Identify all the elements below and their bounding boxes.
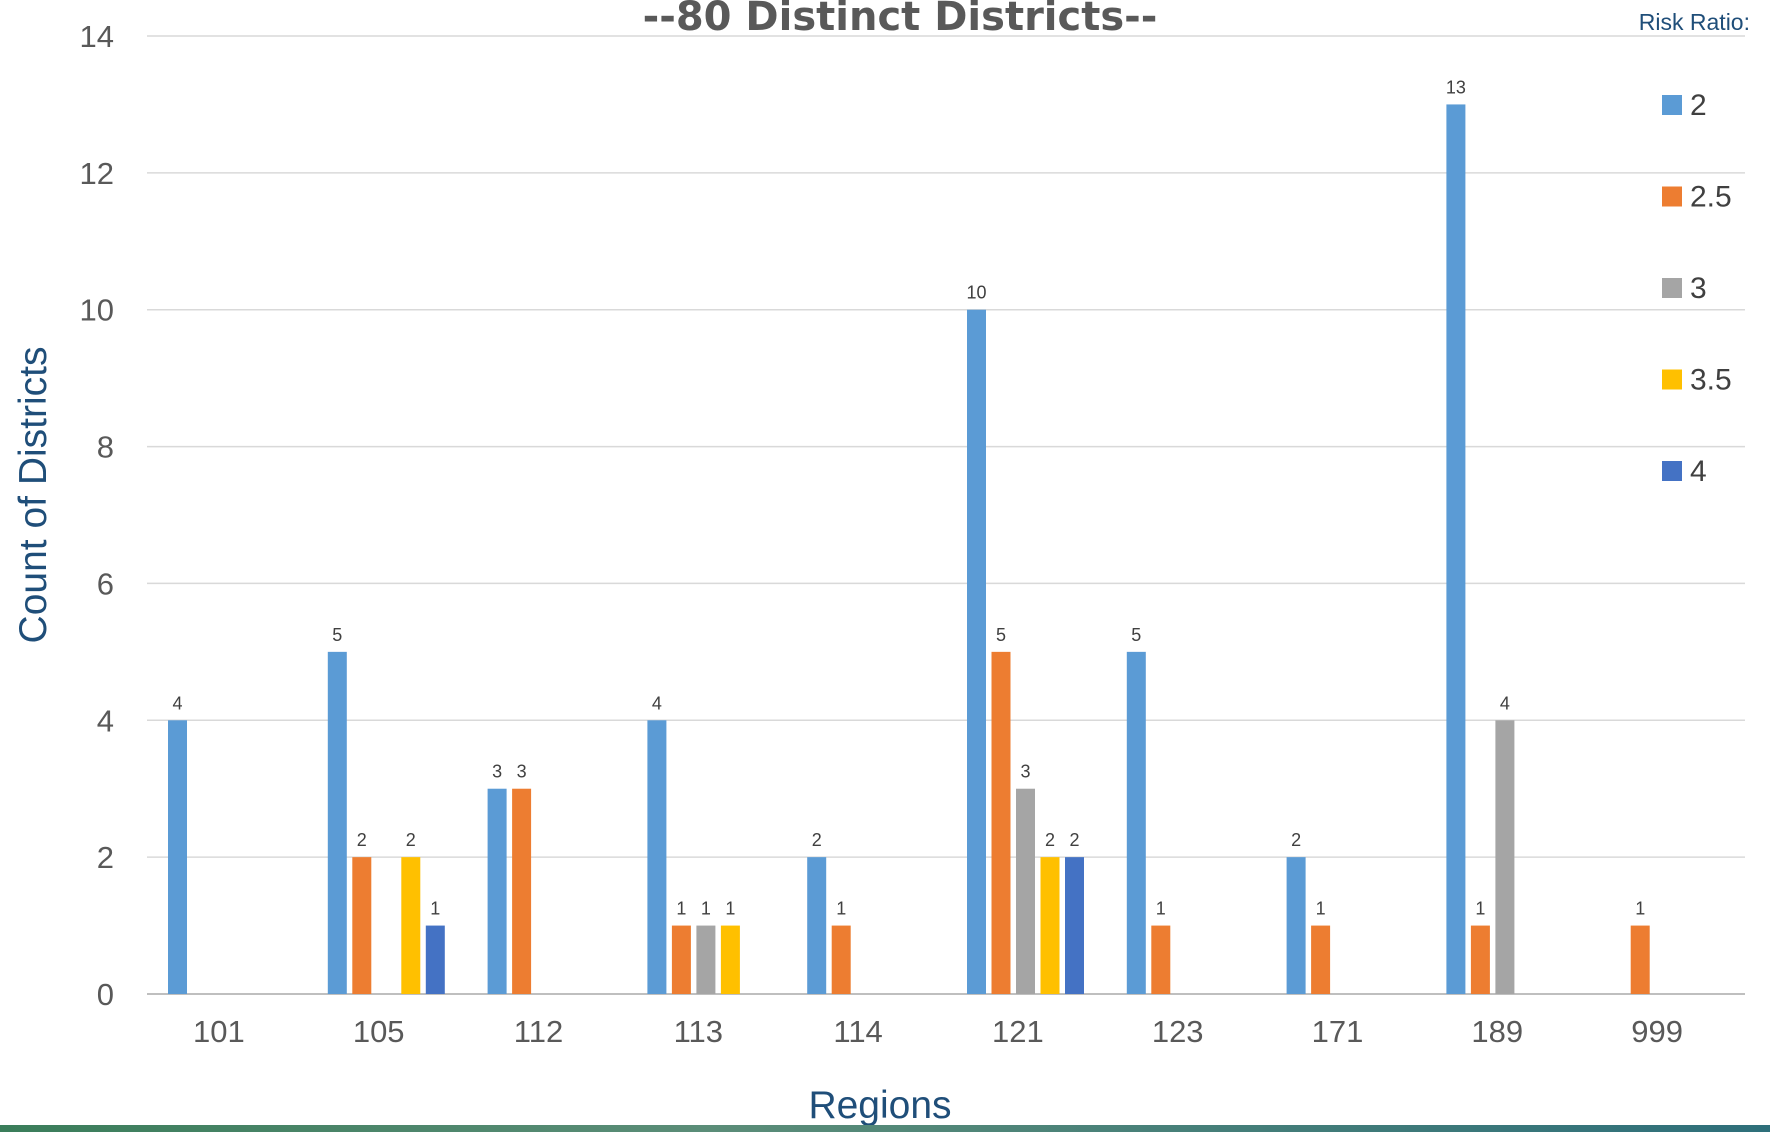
bar-113-2 [647,720,667,994]
data-label: 1 [676,899,686,919]
data-label: 1 [430,899,440,919]
x-tick-label: 101 [193,1014,245,1049]
bar-101-2 [168,720,187,994]
legend-swatch [1662,461,1682,481]
data-label: 3 [492,762,502,782]
data-label: 5 [1131,625,1141,645]
y-tick-label: 12 [80,156,114,191]
bar-189-3 [1495,720,1515,994]
bar-121-2 [967,309,986,994]
data-label: 2 [357,830,367,850]
x-tick-label: 171 [1312,1014,1364,1049]
x-tick-label: 105 [353,1014,405,1049]
y-tick-label: 14 [80,19,114,54]
bar-171-2_5 [1311,925,1331,994]
x-tick-label: 114 [833,1014,882,1049]
bar-112-2_5 [512,788,532,994]
data-label: 2 [1045,830,1055,850]
data-label: 2 [1291,830,1301,850]
bar-113-3_5 [720,925,740,994]
x-tick-label: 999 [1631,1014,1683,1049]
data-label: 10 [966,283,986,303]
bar-123-2_5 [1151,925,1171,994]
data-label: 1 [1316,899,1326,919]
x-tick-label: 189 [1471,1014,1523,1049]
bar-113-2_5 [671,925,691,994]
data-label: 1 [836,899,846,919]
x-axis-ticks: 101 105 112 113 114 121 123 171 189 999 [193,1014,1683,1049]
data-label: 2 [406,830,416,850]
legend: 2 2.5 3 3.5 4 [1662,89,1732,488]
legend-label: 2.5 [1690,181,1732,214]
legend-swatch [1662,369,1682,390]
data-label: 2 [1069,830,1079,850]
bar-112-2 [487,788,507,994]
bar-999-2_5 [1630,925,1650,994]
y-tick-label: 10 [80,293,114,328]
bar-114-2 [807,857,827,994]
data-label: 2 [812,830,822,850]
bar-121-2_5 [991,651,1011,994]
bar-171-2 [1286,857,1306,994]
y-tick-label: 8 [97,430,114,465]
bar-189-2_5 [1470,925,1490,994]
bar-123-2 [1126,651,1146,994]
legend-label: 3.5 [1690,364,1732,397]
bar-121-4 [1065,857,1084,994]
x-tick-label: 121 [992,1014,1044,1049]
chart-title: --80 Distinct Districts-- [643,0,1158,40]
legend-label: 4 [1690,455,1707,488]
y-tick-label: 6 [97,566,114,601]
bar-113-3 [696,925,716,994]
bar-114-2_5 [831,925,851,994]
legend-label: 2 [1690,89,1707,122]
data-label: 4 [1500,693,1510,713]
data-label: 1 [725,899,735,919]
data-label: 1 [701,899,711,919]
legend-swatch [1662,278,1682,298]
bottom-accent-band [0,1125,1770,1132]
data-label: 3 [517,762,527,782]
legend-swatch [1662,186,1682,207]
y-tick-label: 4 [97,703,114,738]
y-tick-label: 2 [97,840,114,875]
data-label: 1 [1475,899,1485,919]
data-label: 3 [1020,762,1030,782]
x-tick-label: 123 [1152,1014,1204,1049]
bar-105-2 [327,651,347,994]
bar-189-2 [1446,104,1466,994]
x-tick-label: 113 [674,1014,723,1049]
bar-121-3 [1016,788,1035,994]
data-label: 4 [652,693,662,713]
data-label: 5 [996,625,1006,645]
data-label: 5 [332,625,342,645]
y-axis-title: Count of Districts [12,347,55,644]
data-label: 4 [172,693,182,713]
y-tick-label: 0 [97,977,114,1012]
bar-105-3_5 [401,857,421,994]
x-axis-title: Regions [808,1084,951,1127]
bar-121-3_5 [1040,857,1060,994]
x-tick-label: 112 [514,1014,563,1049]
bar-105-2_5 [352,857,372,994]
bar-105-4 [425,925,445,994]
data-label: 1 [1635,899,1645,919]
data-label: 13 [1446,77,1466,97]
legend-label: 3 [1690,272,1707,305]
legend-title: Risk Ratio: [1639,9,1750,35]
y-axis-ticks: 0 2 4 6 8 10 12 14 [80,19,114,1012]
bars [168,104,1650,994]
data-label: 1 [1156,899,1166,919]
legend-swatch [1662,95,1682,115]
